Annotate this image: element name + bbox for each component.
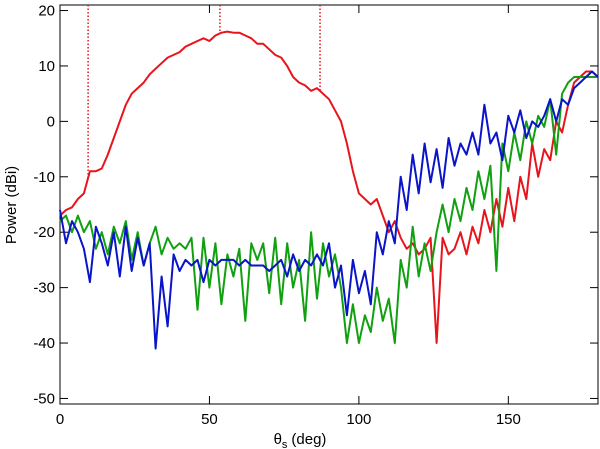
y-tick-label: 10 bbox=[38, 58, 55, 75]
x-tick-label: 50 bbox=[201, 411, 218, 428]
x-axis-label: θs (deg) bbox=[274, 431, 327, 449]
x-label-symbol: θ bbox=[274, 431, 282, 448]
x-label-unit: (deg) bbox=[291, 431, 326, 448]
x-label-subscript: s bbox=[282, 439, 288, 449]
y-tick-label: -50 bbox=[33, 390, 55, 407]
y-tick-label: 0 bbox=[47, 113, 55, 130]
x-tick-label: 0 bbox=[56, 411, 64, 428]
x-tick-label: 100 bbox=[346, 411, 371, 428]
y-tick-label: -30 bbox=[33, 280, 55, 297]
series-line bbox=[59, 70, 599, 350]
series-line bbox=[59, 30, 599, 344]
y-axis-label: Power (dBi) bbox=[3, 166, 20, 244]
y-tick-label: -20 bbox=[33, 224, 55, 241]
y-tick-label: -10 bbox=[33, 169, 55, 186]
x-tick-label: 150 bbox=[496, 411, 521, 428]
series-line bbox=[59, 76, 598, 344]
y-tick-label: 20 bbox=[38, 3, 55, 20]
plot-frame bbox=[59, 4, 599, 405]
y-tick-label: -40 bbox=[33, 335, 55, 352]
